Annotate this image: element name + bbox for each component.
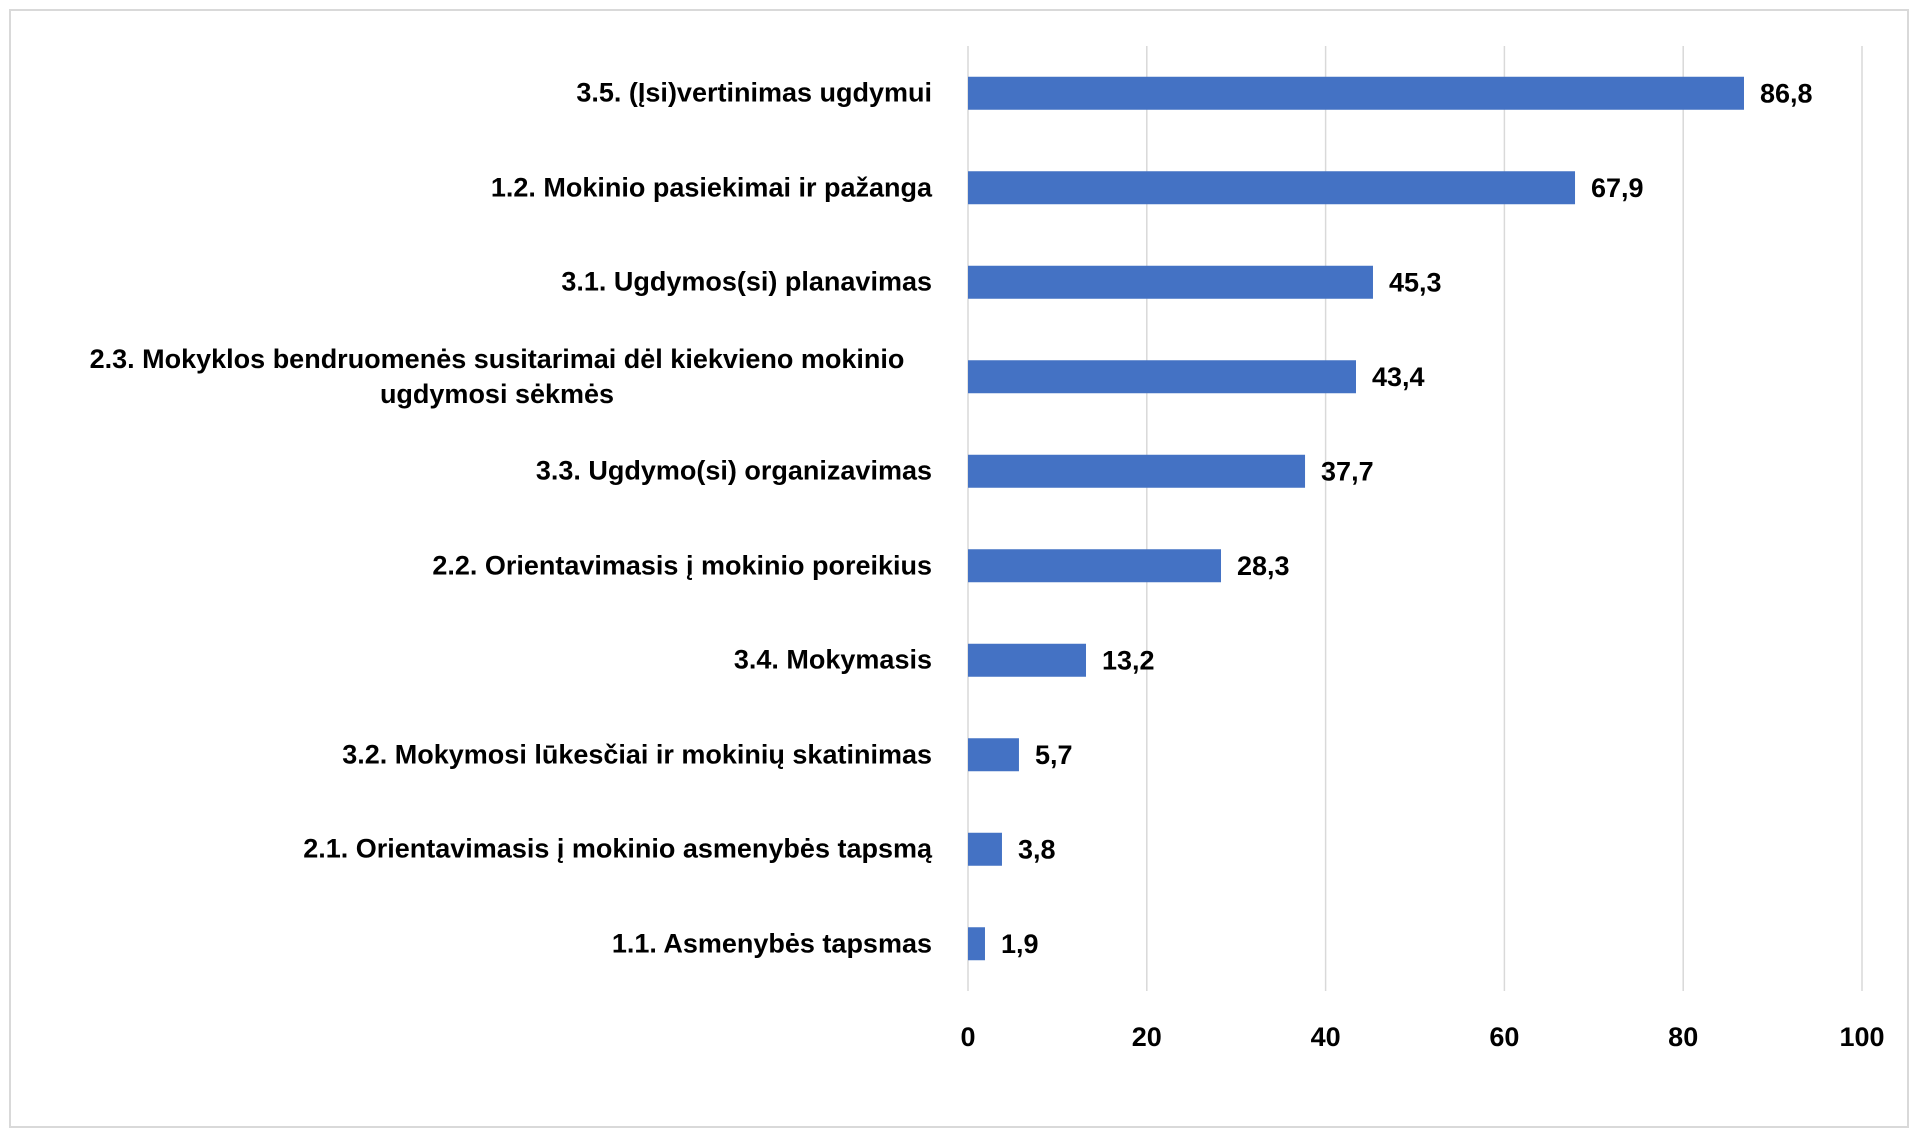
y-tick-label: 2.2. Orientavimasis į mokinio poreikius (432, 550, 932, 581)
bar (968, 832, 1002, 866)
y-tick-label: 1.1. Asmenybės tapsmas (611, 928, 932, 959)
bar (968, 454, 1306, 488)
value-label: 43,4 (1372, 362, 1425, 392)
y-tick-label: 2.3. Mokyklos bendruomenės susitarimai d… (89, 343, 905, 409)
y-tick-label: 2.1. Orientavimasis į mokinio asmenybės … (303, 833, 932, 864)
x-tick-label: 40 (1311, 1022, 1341, 1052)
y-tick-label: 3.3. Ugdymo(si) organizavimas (535, 455, 932, 486)
y-tick-label: 3.2. Mokymosi lūkesčiai ir mokinių skati… (342, 739, 932, 770)
y-tick-label: 3.1. Ugdymos(si) planavimas (561, 266, 932, 297)
bar (968, 643, 1087, 677)
bar (968, 265, 1373, 299)
value-label: 67,9 (1591, 173, 1644, 203)
value-label: 86,8 (1760, 78, 1813, 108)
y-tick-label: 3.4. Mokymasis (733, 644, 932, 675)
value-label: 5,7 (1035, 740, 1073, 770)
y-tick-label: 3.5. (Įsi)vertinimas ugdymui (576, 77, 932, 108)
value-label: 3,8 (1018, 834, 1056, 864)
value-label: 45,3 (1389, 267, 1442, 297)
bar (968, 738, 1019, 772)
x-tick-label: 20 (1132, 1022, 1162, 1052)
value-label: 28,3 (1237, 551, 1290, 581)
bar (968, 549, 1222, 583)
bar (968, 171, 1576, 205)
value-label: 37,7 (1321, 456, 1374, 486)
x-tick-label: 80 (1668, 1022, 1698, 1052)
value-label: 1,9 (1001, 929, 1039, 959)
x-tick-label: 60 (1489, 1022, 1519, 1052)
x-tick-label: 100 (1839, 1022, 1884, 1052)
value-label: 13,2 (1102, 645, 1155, 675)
chart-border (9, 9, 1909, 1128)
bar (968, 927, 985, 961)
y-tick-label: 1.2. Mokinio pasiekimai ir pažanga (490, 172, 932, 203)
bar (968, 360, 1356, 394)
bar (968, 76, 1744, 110)
x-tick-label: 0 (960, 1022, 975, 1052)
